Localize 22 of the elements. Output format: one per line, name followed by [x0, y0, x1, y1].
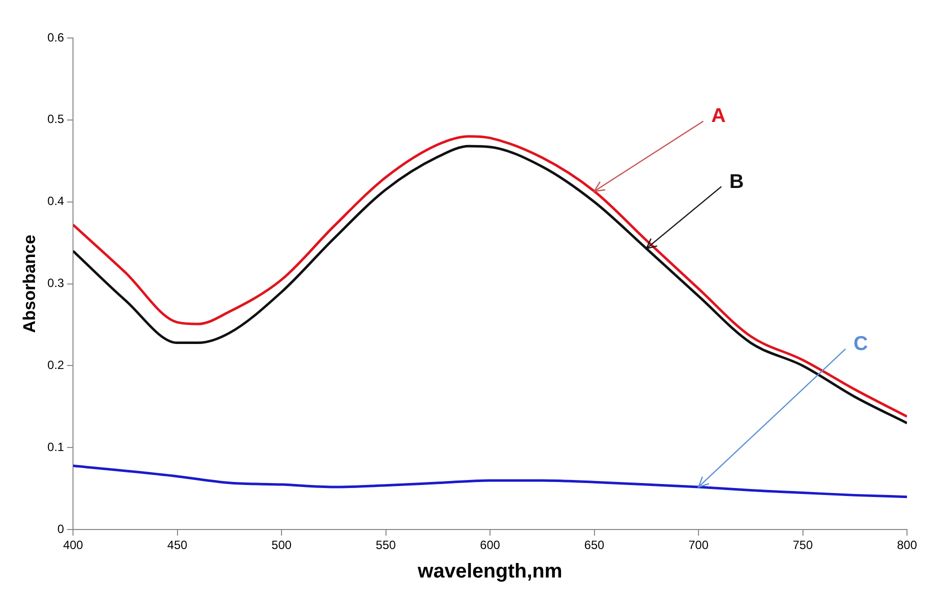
x-tick-label: 750 [792, 538, 814, 552]
x-tick-label: 550 [376, 538, 396, 552]
x-tick-label: 400 [63, 538, 84, 552]
y-tick-label: 0 [57, 522, 64, 536]
text: B [729, 170, 744, 194]
x-tick-label: 650 [584, 538, 605, 552]
y-tick-label: 0.2 [47, 358, 64, 372]
text: A [711, 104, 726, 128]
x-tick-label: 700 [688, 538, 709, 552]
text: C [854, 332, 868, 356]
y-tick-label: 0.6 [47, 30, 64, 44]
y-tick-label: 0.4 [47, 194, 64, 208]
x-axis-title: wavelength,nm [416, 560, 562, 583]
x-tick-label: 800 [896, 538, 918, 552]
y-tick-label: 0.5 [47, 112, 64, 126]
x-tick-label: 500 [272, 538, 292, 552]
line-series [73, 464, 907, 498]
y-tick-label: 0.1 [47, 440, 64, 454]
y-axis-title: Absorbance [20, 234, 39, 333]
x-tick-label: 600 [480, 538, 500, 552]
x-tick-label: 450 [167, 538, 188, 552]
y-tick-label: 0.3 [47, 276, 64, 290]
